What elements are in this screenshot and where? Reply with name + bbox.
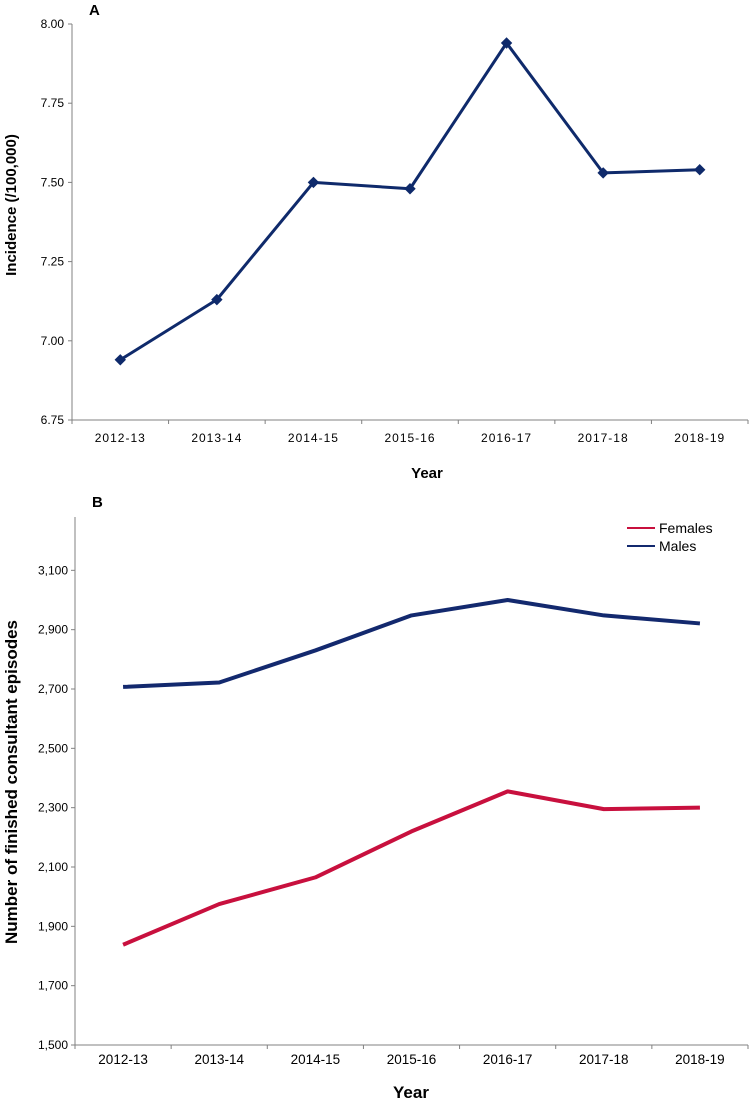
panel-a-y-tick-label: 7.25 [41,255,65,269]
panel-a-series-line [119,41,700,362]
panel-b-line-males [122,598,701,689]
panel-b-y-tick-label: 1,500 [38,1038,68,1052]
panel-b-x-tick-label: 2018-19 [675,1052,725,1067]
panel-b-y-tick-label: 2,900 [38,623,68,637]
panel-b-x-tick-label: 2017-18 [579,1052,629,1067]
panel-a-y-ticks: 6.75 7.00 7.25 7.50 7.75 8.00 [41,17,72,427]
panel-a-x-tick-label: 2012-13 [95,431,146,445]
panel-b-x-ticks: 2012-13 2013-14 2014-15 2015-16 2016-17 2017-… [74,1045,749,1067]
panel-a-x-tick-label: 2018-19 [674,431,725,445]
panel-a-y-axis-title: Incidence (/100,000) [3,134,20,276]
panel-a-y-tick-label: 7.75 [41,96,65,110]
panel-a-x-tick-label: 2017-18 [578,431,629,445]
panel-a-x-tick-label: 2016-17 [481,431,532,445]
panel-b-x-axis-title: Year [393,1083,429,1100]
panel-b-y-axis-title: Number of finished consultant episodes [2,620,21,944]
panel-a-data-point-2015-16 [404,183,416,195]
panel-b-line-females [122,789,700,947]
chart-panel-a: A 6.75 7.00 7.25 7.50 7.75 8.00 2012-13 2013-1… [3,2,749,482]
panel-a-series [114,37,706,366]
panel-b-x-tick-label: 2015-16 [387,1052,437,1067]
panel-b-y-tick-label: 2,500 [38,741,68,755]
panel-b-y-tick-label: 1,700 [38,979,68,993]
panel-b-y-tick-label: 2,100 [38,860,68,874]
panel-b-y-tick-label: 2,700 [38,682,68,696]
panel-b-x-tick-label: 2012-13 [98,1052,148,1067]
panel-a-y-tick-label: 7.50 [41,175,65,189]
panel-a-y-tick-label: 8.00 [41,17,65,31]
panel-b-y-tick-label: 1,900 [38,919,68,933]
panel-a-data-point-2014-15 [307,176,320,189]
panel-b-x-tick-label: 2014-15 [291,1052,341,1067]
legend-label-males: Males [659,538,696,554]
panel-b-series [122,598,701,947]
panel-a-x-tick-label: 2013-14 [191,431,242,445]
panel-a-data-point-2018-19 [694,164,706,176]
panel-a-x-ticks: 2012-13 2013-14 2014-15 2015-16 2016-17 2017-… [71,420,749,445]
panel-b-legend: Females Males [627,520,713,554]
panel-a-x-axis-title: Year [411,465,443,482]
panel-a-x-tick-label: 2014-15 [288,431,339,445]
panel-a-data-point-2012-13 [114,354,126,366]
panel-b-y-ticks: 1,500 1,700 1,900 2,100 2,300 2,500 2,700 2,900… [38,563,75,1052]
panel-a-y-tick-label: 6.75 [41,413,65,427]
panel-b-y-tick-label: 3,100 [38,563,68,577]
legend-label-females: Females [659,520,713,536]
panel-a-x-tick-label: 2015-16 [384,431,435,445]
panel-b-label: B [92,494,103,511]
panel-a-data-point-2013-14 [211,293,223,306]
panel-b-x-tick-label: 2016-17 [483,1052,533,1067]
panel-b-y-tick-label: 2,300 [38,801,68,815]
panel-a-data-point-2017-18 [597,167,609,179]
panel-a-label: A [89,2,100,19]
panel-a-y-tick-label: 7.00 [41,334,65,348]
panel-b-x-tick-label: 2013-14 [194,1052,244,1067]
chart-panel-b: B 1,500 1,700 1,900 2,100 2,300 2,500 2,700 2,9… [2,494,749,1100]
panel-a-data-point-2016-17 [500,37,513,49]
